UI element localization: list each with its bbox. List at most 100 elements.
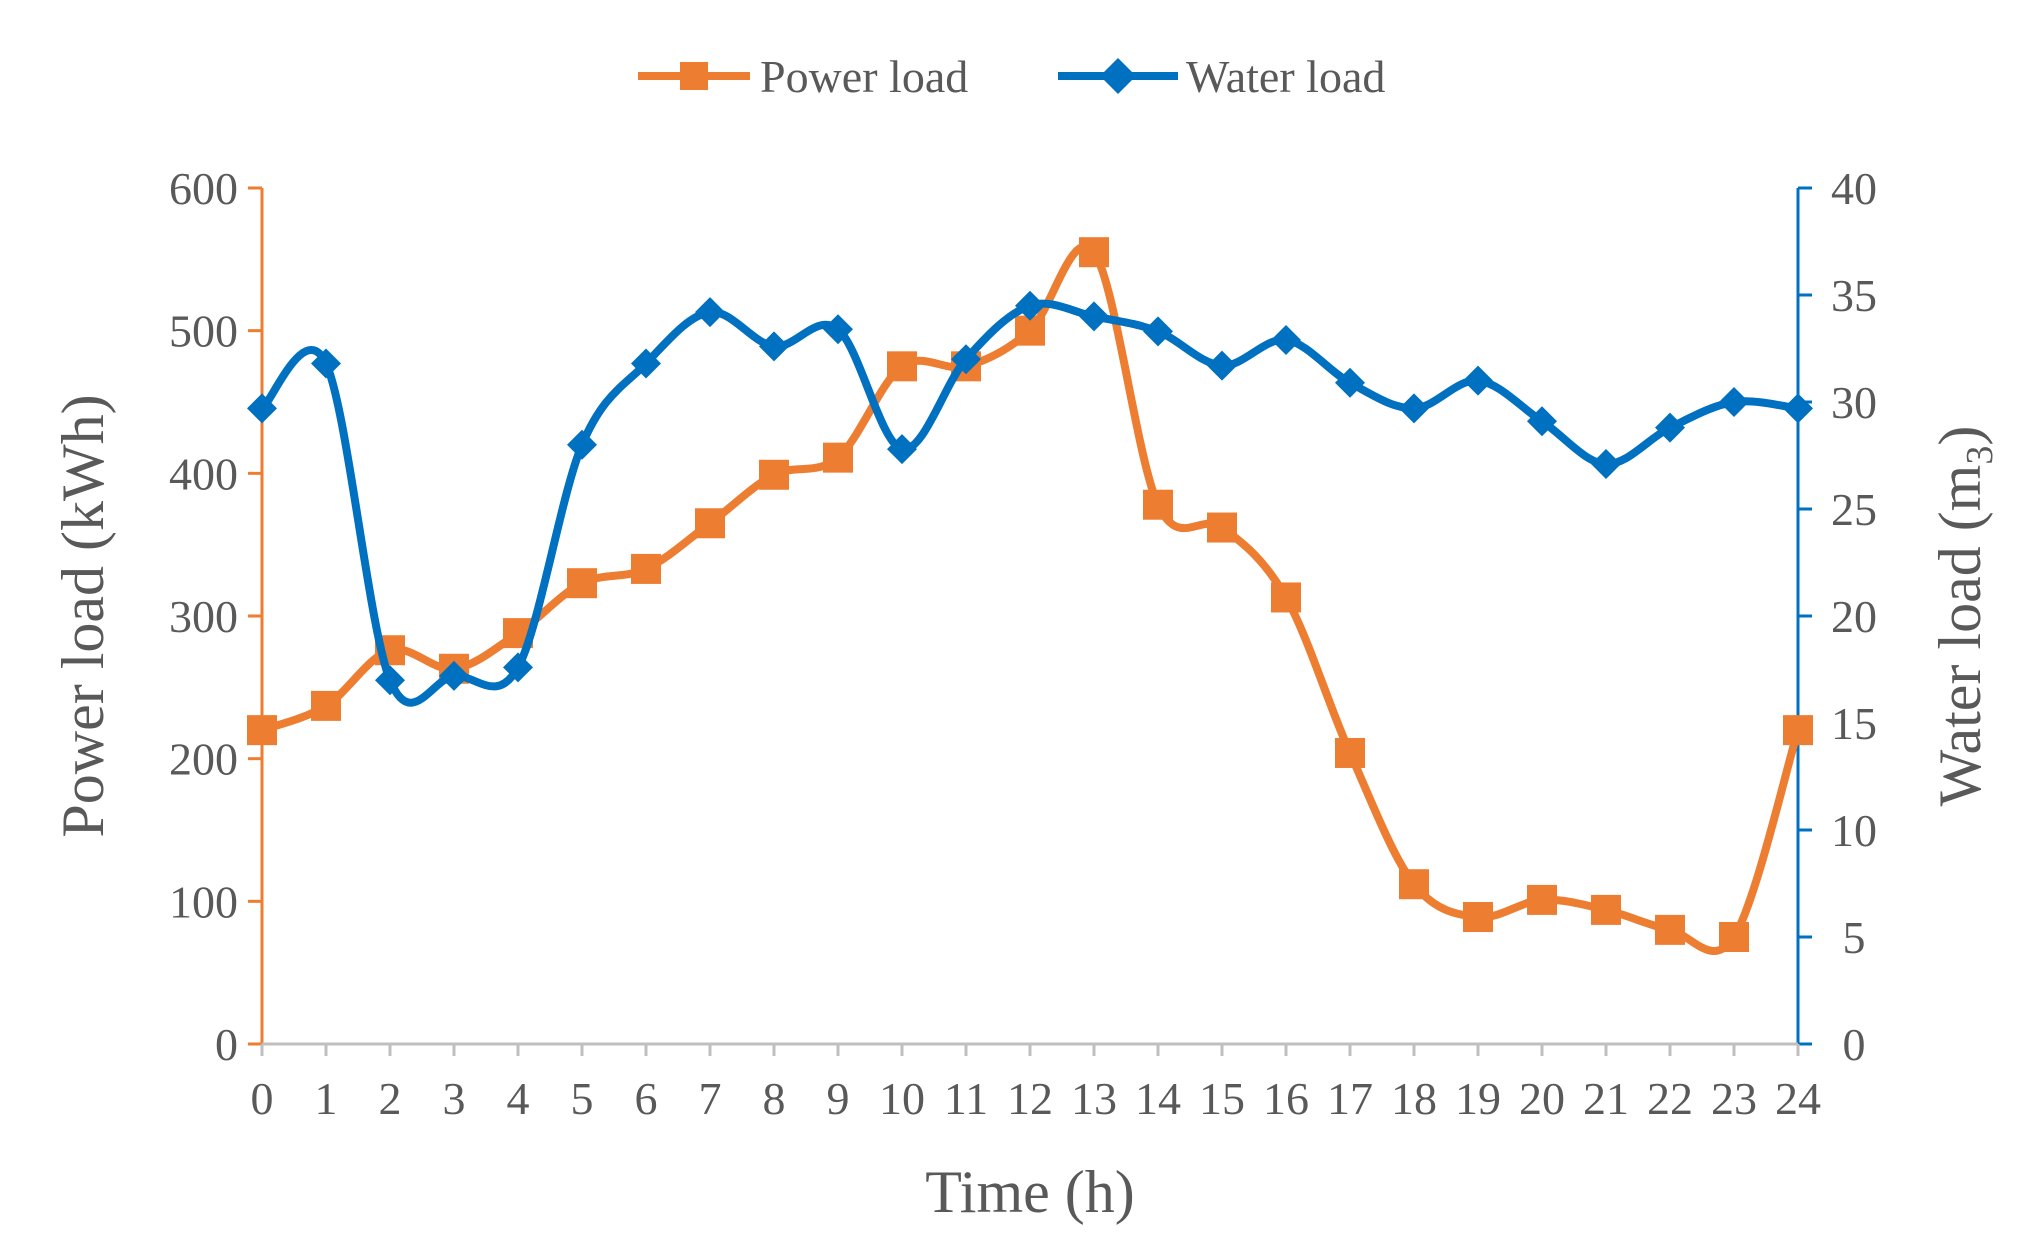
x-tick-label: 4 (507, 1073, 530, 1124)
x-tick-label: 6 (635, 1073, 658, 1124)
data-point-power-load (1143, 489, 1173, 520)
right-y-tick-label: 35 (1831, 270, 1877, 321)
data-point-power-load (1783, 715, 1813, 746)
left-y-tick-label: 0 (215, 1019, 238, 1070)
left-y-axis-title: Power load (kWh) (50, 394, 116, 837)
left-y-tick-label: 600 (169, 163, 238, 214)
data-point-power-load (1271, 582, 1301, 613)
series-line-power-load (260, 242, 1802, 955)
data-point-water-load (247, 393, 277, 424)
x-ticks: 0 1 2 3 4 5 6 7 8 9 10 11 12 13 14 15 16 17 18 19 20 21 22 23 24 (251, 1044, 1821, 1124)
left-y-tick-label: 400 (169, 448, 238, 499)
series-water-load (247, 290, 1813, 707)
data-point-power-load (1335, 737, 1365, 768)
right-y-ticks: 0 5 10 15 20 25 30 35 40 (1798, 163, 1877, 1070)
left-y-tick-label: 500 (169, 306, 238, 357)
data-point-power-load (887, 351, 917, 382)
x-tick-label: 24 (1775, 1073, 1821, 1124)
data-point-water-load (375, 665, 405, 696)
right-y-tick-label: 40 (1831, 163, 1877, 214)
data-point-water-load (1143, 316, 1173, 347)
x-tick-label: 23 (1711, 1073, 1757, 1124)
x-tick-label: 3 (443, 1073, 466, 1124)
right-y-tick-label: 5 (1843, 912, 1866, 963)
x-axis-title: Time (h) (925, 1159, 1134, 1225)
data-point-power-load (311, 690, 341, 721)
x-tick-label: 11 (944, 1073, 988, 1124)
x-tick-label: 8 (763, 1073, 786, 1124)
legend-marker-water-load (1100, 58, 1136, 94)
x-tick-label: 16 (1263, 1073, 1309, 1124)
data-point-water-load (567, 429, 597, 460)
right-y-tick-label: 25 (1831, 484, 1877, 535)
data-point-water-load (951, 344, 981, 375)
data-point-power-load (1655, 914, 1685, 945)
x-tick-label: 13 (1071, 1073, 1117, 1124)
right-y-axis-title-main: Water load (m (1927, 465, 1993, 807)
data-point-power-load (631, 553, 661, 584)
x-tick-label: 15 (1199, 1073, 1245, 1124)
data-point-water-load (1783, 393, 1813, 424)
data-point-power-load (759, 459, 789, 490)
series-line-water-load (259, 299, 1799, 707)
data-point-power-load (247, 715, 277, 746)
data-point-water-load (823, 314, 853, 345)
x-tick-label: 5 (571, 1073, 594, 1124)
data-point-power-load (1399, 869, 1429, 900)
x-tick-label: 19 (1455, 1073, 1501, 1124)
data-point-water-load (695, 297, 725, 328)
data-point-water-load (1591, 449, 1621, 480)
series-power-load (247, 237, 1813, 955)
x-tick-label: 2 (379, 1073, 402, 1124)
data-point-power-load (567, 568, 597, 599)
x-tick-label: 14 (1135, 1073, 1181, 1124)
data-point-water-load (1207, 350, 1237, 381)
data-point-water-load (1335, 367, 1365, 398)
data-point-power-load (1527, 884, 1557, 915)
right-y-tick-label: 15 (1831, 698, 1877, 749)
data-point-water-load (759, 331, 789, 362)
data-point-water-load (503, 652, 533, 683)
data-point-power-load (823, 442, 853, 473)
data-point-power-load (1463, 902, 1493, 933)
data-point-water-load (1015, 290, 1045, 321)
x-tick-label: 18 (1391, 1073, 1437, 1124)
x-tick-label: 21 (1583, 1073, 1629, 1124)
legend: Power load Water load (638, 51, 1385, 102)
right-y-axis-title-subscript: 3 (1959, 446, 2001, 465)
left-y-ticks: 0 100 200 300 400 500 600 (169, 163, 262, 1070)
right-y-tick-label: 10 (1831, 805, 1877, 856)
data-point-water-load (631, 348, 661, 379)
data-point-water-load (1719, 387, 1749, 417)
data-point-power-load (695, 508, 725, 539)
data-point-power-load (1591, 894, 1621, 925)
data-point-water-load (311, 348, 341, 379)
legend-marker-power-load (680, 62, 708, 90)
legend-label-power-load: Power load (760, 51, 968, 102)
right-y-tick-label: 20 (1831, 591, 1877, 642)
data-point-water-load (1463, 365, 1493, 396)
right-y-tick-label: 30 (1831, 377, 1877, 428)
x-tick-label: 12 (1007, 1073, 1053, 1124)
right-y-axis-title: Water load (m3) (1927, 426, 2001, 807)
right-y-axis-title-close: ) (1927, 426, 1993, 446)
data-point-water-load (1527, 406, 1557, 437)
right-y-tick-label: 0 (1843, 1019, 1866, 1070)
left-y-tick-label: 100 (169, 876, 238, 927)
data-point-power-load (1719, 922, 1749, 952)
data-point-water-load (439, 660, 469, 691)
data-point-water-load (887, 434, 917, 465)
legend-label-water-load: Water load (1186, 51, 1385, 102)
x-tick-label: 1 (315, 1073, 338, 1124)
data-point-water-load (1655, 412, 1685, 443)
series-layer (247, 237, 1813, 955)
x-tick-label: 20 (1519, 1073, 1565, 1124)
data-point-power-load (1207, 512, 1237, 543)
x-tick-label: 7 (699, 1073, 722, 1124)
data-point-power-load (1079, 237, 1109, 268)
data-point-water-load (1271, 324, 1301, 355)
data-point-water-load (1079, 301, 1109, 332)
left-y-tick-label: 200 (169, 734, 238, 785)
x-tick-label: 9 (827, 1073, 850, 1124)
